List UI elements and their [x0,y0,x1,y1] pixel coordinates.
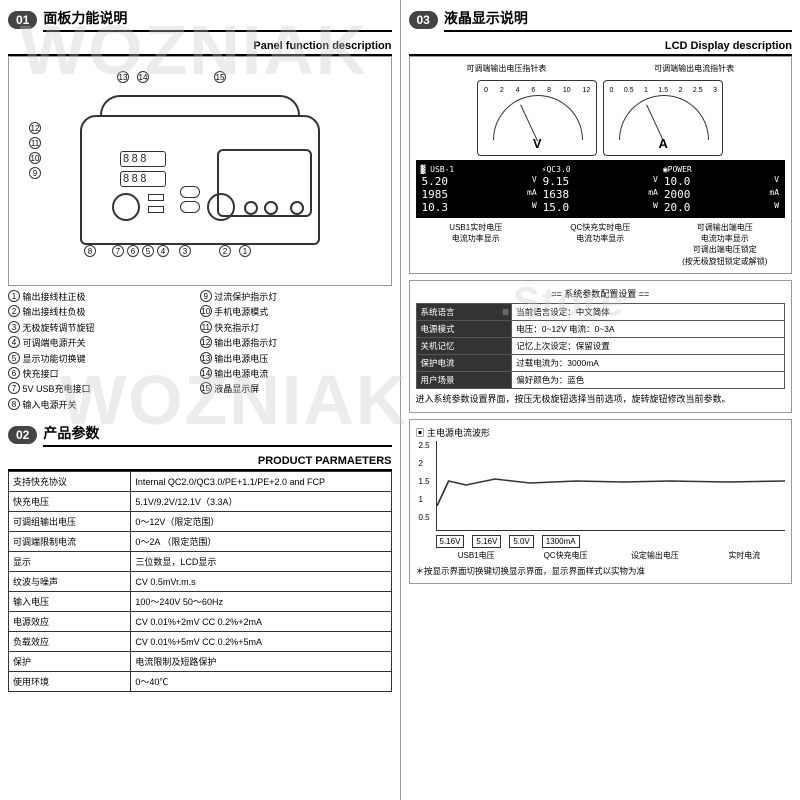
legend-list: 1 输出接线柱正极2 输出接线柱负极 3 无极旋转调节旋钮4 可调端电源开关 5 显… [8,290,392,413]
meter-v-label: 可调端输出电压指针表 [416,63,598,74]
legend-item: 2 输出接线柱负极 [8,305,200,319]
meter-a-label: 可调端输出电流指针表 [603,63,785,74]
chart-label: 实时电流 [704,550,785,561]
s02-cn: 产品参数 [43,423,391,447]
table-row: 保护电流限制及短路保护 [9,652,392,672]
s01-en: Panel function description [8,38,392,56]
lcd-column: ◉POWER10.0V2000mA20.0W [662,164,781,214]
s03-cn: 液晶显示说明 [444,8,792,32]
legend-item: 12 输出电源指示灯 [200,336,392,350]
lcd-digital: ▓ USB-15.20V1985mA10.3W⚡QC3.09.15V1638mA… [416,160,786,218]
lcd-column: ⚡QC3.09.15V1638mA15.0W [541,164,660,214]
chart-label: QC快充电压 [525,550,606,561]
table-row: 保护电流过载电流为：3000mA [416,354,785,371]
param-table: 支持快充协议Internal QC2.0/QC3.0/PE+1.1/PE+2.0… [8,471,392,692]
chart-readout: 5.0V [509,535,533,548]
legend-item: 9 过流保护指示灯 [200,290,392,304]
legend-item: 1 输出接线柱正极 [8,290,200,304]
legend-item: 7 5V USB充电接口 [8,382,200,396]
section02-header: 02 产品参数 [8,423,392,447]
lcd-desc-item: QC快充实时电压电流功率显示 [540,222,661,267]
chart-readout: 5.16V [436,535,465,548]
chart-readouts: 5.16V 5.16V 5.0V 1300mA [436,535,786,548]
lcd-desc-item: USB1实时电压电流功率显示 [416,222,537,267]
table-row: 关机记忆记忆上次设定：保留设置 [416,337,785,354]
legend-item: 10 手机电源模式 [200,305,392,319]
lcd-box: 可调端输出电压指针表 可调端输出电流指针表 024681012 V 00.511… [409,56,793,274]
s03-en: LCD Display description [409,38,793,56]
legend-item: 13 输出电源电压 [200,352,392,366]
chart-labels: USB1电压 QC快充电压设定输出电压实时电流 [436,550,786,561]
badge-03: 03 [409,11,438,29]
legend-item: 3 无极旋转调节旋钮 [8,321,200,335]
chart-note: ＊按显示界面切换键切换显示界面，显示界面样式以实物为准 [416,565,786,577]
badge-01: 01 [8,11,37,29]
lcd-column: ▓ USB-15.20V1985mA10.3W [420,164,539,214]
badge-02: 02 [8,426,37,444]
legend-item: 15 液晶显示屏 [200,382,392,396]
table-row: 可调组输出电压0～12V（限定范围） [9,512,392,532]
table-row: 快充电压5.1V/9.2V/12.1V（3.3A） [9,492,392,512]
table-row: 纹波与噪声CV 0.5mVr.m.s [9,572,392,592]
table-row: 电源效应CV 0.01%+2mV CC 0.2%+2mA [9,612,392,632]
table-row: 支持快充协议Internal QC2.0/QC3.0/PE+1.1/PE+2.0… [9,472,392,492]
legend-item: 6 快充接口 [8,367,200,381]
waveform [437,471,786,511]
config-hdr: == 系统参数配置设置 == [416,287,786,300]
chart-title: ▣ 主电源电流波形 [416,426,786,439]
s02-en: PRODUCT PARMAETERS [8,453,392,471]
table-row: 使用环境0～40℃ [9,672,392,692]
table-row: 负载效应CV 0.01%+5mV CC 0.2%+5mA [9,632,392,652]
device-diagram: 1 2 3 4 5 6 7 8 9 10 11 12 13 14 15 [8,56,392,286]
lcd-desc: USB1实时电压电流功率显示QC快充实时电压电流功率显示可调输出端电压电流功率显… [416,222,786,267]
chart-label: USB1电压 [436,550,517,561]
chart-area: 2.5 2 1.5 1 0.5 [436,441,786,531]
chart-readout: 1300mA [542,535,580,548]
config-note: 进入系统参数设置界面，按压无极旋钮选择当前选项，旋转旋钮修改当前参数。 [416,393,786,407]
legend-item: 4 可调端电源开关 [8,336,200,350]
config-table: 系统语言当前语言设定：中文简体电源模式电压：0~12V 电流：0~3A关机记忆记… [416,303,786,389]
legend-item: 11 快充指示灯 [200,321,392,335]
table-row: 用户场景偏好颜色为：蓝色 [416,371,785,388]
lcd-desc-item: 可调输出端电压电流功率显示可调出端电压锁定(按无极旋钮锁定或解锁) [665,222,786,267]
table-row: 电源模式电压：0~12V 电流：0~3A [416,320,785,337]
table-row: 系统语言当前语言设定：中文简体 [416,303,785,320]
volt-meter: 024681012 V [477,80,597,156]
chart-readout: 5.16V [472,535,501,548]
section03-header: 03 液晶显示说明 [409,8,793,32]
legend-item: 8 输入电源开关 [8,398,200,412]
chart-label: 设定输出电压 [614,550,695,561]
s01-cn: 面板力能说明 [43,8,391,32]
chart-box: ▣ 主电源电流波形 2.5 2 1.5 1 0.5 5.16V 5.16V 5.0V… [409,419,793,584]
table-row: 显示三位数显，LCD显示 [9,552,392,572]
table-row: 可调端限制电流0～2A （限定范围） [9,532,392,552]
config-box: == 系统参数配置设置 == 系统语言当前语言设定：中文简体电源模式电压：0~1… [409,280,793,414]
section01-header: 01 面板力能说明 [8,8,392,32]
legend-item: 14 输出电源电流 [200,367,392,381]
amp-meter: 00.511.522.53 A [603,80,723,156]
table-row: 输入电压100～240V 50～60Hz [9,592,392,612]
legend-item: 5 显示功能切换键 [8,352,200,366]
